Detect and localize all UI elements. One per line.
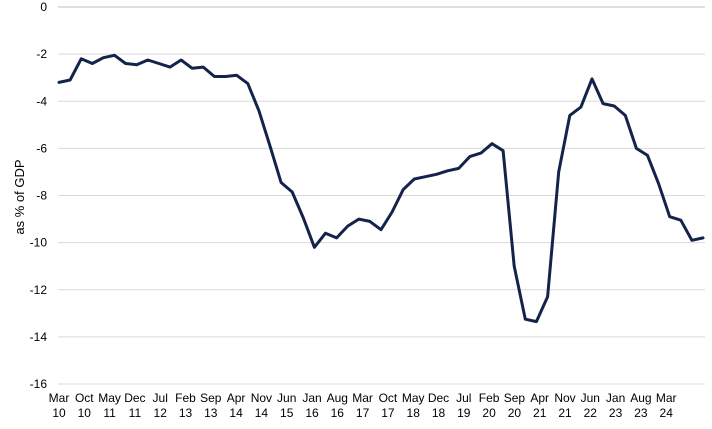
y-tick-label: -2 <box>36 47 47 61</box>
x-tick-label-year: 23 <box>609 406 623 420</box>
x-tick-label-year: 23 <box>634 406 648 420</box>
y-tick-label: -4 <box>36 94 47 108</box>
x-tick-label-year: 18 <box>432 406 446 420</box>
gridlines <box>58 6 705 385</box>
x-tick-label-month: Jul <box>153 391 168 405</box>
x-tick-label-year: 11 <box>103 406 116 420</box>
x-tick-label-month: Jun <box>277 391 296 405</box>
x-tick-label-month: Nov <box>554 391 575 405</box>
x-tick-label-year: 14 <box>255 406 269 420</box>
y-tick-label: -16 <box>30 377 48 391</box>
x-tick-label-year: 18 <box>407 406 421 420</box>
x-tick-label-year: 16 <box>305 406 319 420</box>
x-tick-label-month: Feb <box>479 391 500 405</box>
y-tick-label: -14 <box>30 330 48 344</box>
x-tick-label-year: 12 <box>154 406 168 420</box>
x-tick-label-month: Jun <box>581 391 600 405</box>
x-tick-labels: Mar10Oct10May11Dec11Jul12Feb13Sep13Apr14… <box>49 391 677 420</box>
x-tick-label-month: Jan <box>606 391 625 405</box>
x-tick-label-year: 17 <box>381 406 395 420</box>
x-tick-label-year: 11 <box>129 406 142 420</box>
x-tick-label-month: Mar <box>49 391 70 405</box>
x-tick-label-year: 22 <box>584 406 598 420</box>
x-tick-label-month: Apr <box>227 391 246 405</box>
x-tick-label-month: Sep <box>504 391 526 405</box>
series-group <box>57 53 705 324</box>
x-tick-label-month: May <box>98 391 121 405</box>
x-tick-label-year: 17 <box>356 406 370 420</box>
series-line <box>57 53 705 324</box>
x-tick-label-month: Oct <box>379 391 398 405</box>
x-tick-label-year: 16 <box>331 406 345 420</box>
y-axis-label: as % of GDP <box>12 159 27 234</box>
x-tick-label-month: Feb <box>175 391 196 405</box>
y-tick-labels: 0 -2 -4 -6 -8 -10 -12 -14 -16 <box>30 0 48 391</box>
x-tick-label-year: 13 <box>179 406 193 420</box>
x-tick-label-month: Mar <box>352 391 373 405</box>
x-tick-label-year: 19 <box>457 406 471 420</box>
x-tick-label-month: Dec <box>124 391 145 405</box>
x-tick-label-year: 13 <box>204 406 218 420</box>
x-tick-label-month: Oct <box>75 391 94 405</box>
x-tick-label-year: 24 <box>660 406 674 420</box>
x-tick-label-year: 20 <box>482 406 496 420</box>
x-tick-label-year: 15 <box>280 406 294 420</box>
y-tick-label: -6 <box>36 141 47 155</box>
x-tick-label-month: May <box>402 391 425 405</box>
x-tick-label-month: Aug <box>327 391 348 405</box>
y-tick-label: -10 <box>30 236 48 250</box>
x-tick-label-year: 10 <box>78 406 92 420</box>
y-tick-label: -8 <box>36 189 47 203</box>
x-tick-label-year: 14 <box>229 406 243 420</box>
x-tick-label-month: Nov <box>251 391 272 405</box>
y-tick-label: -12 <box>30 283 48 297</box>
x-tick-label-month: Aug <box>630 391 651 405</box>
x-tick-label-month: Jan <box>302 391 321 405</box>
x-tick-label-month: Dec <box>428 391 449 405</box>
x-tick-label-month: Jul <box>456 391 471 405</box>
x-tick-label-year: 21 <box>533 406 547 420</box>
x-tick-label-year: 20 <box>508 406 522 420</box>
x-tick-label-month: Sep <box>200 391 222 405</box>
y-tick-label: 0 <box>40 0 47 14</box>
x-tick-label-month: Mar <box>656 391 677 405</box>
x-tick-label-year: 21 <box>558 406 572 420</box>
x-tick-label-month: Apr <box>530 391 549 405</box>
x-tick-label-year: 10 <box>52 406 66 420</box>
